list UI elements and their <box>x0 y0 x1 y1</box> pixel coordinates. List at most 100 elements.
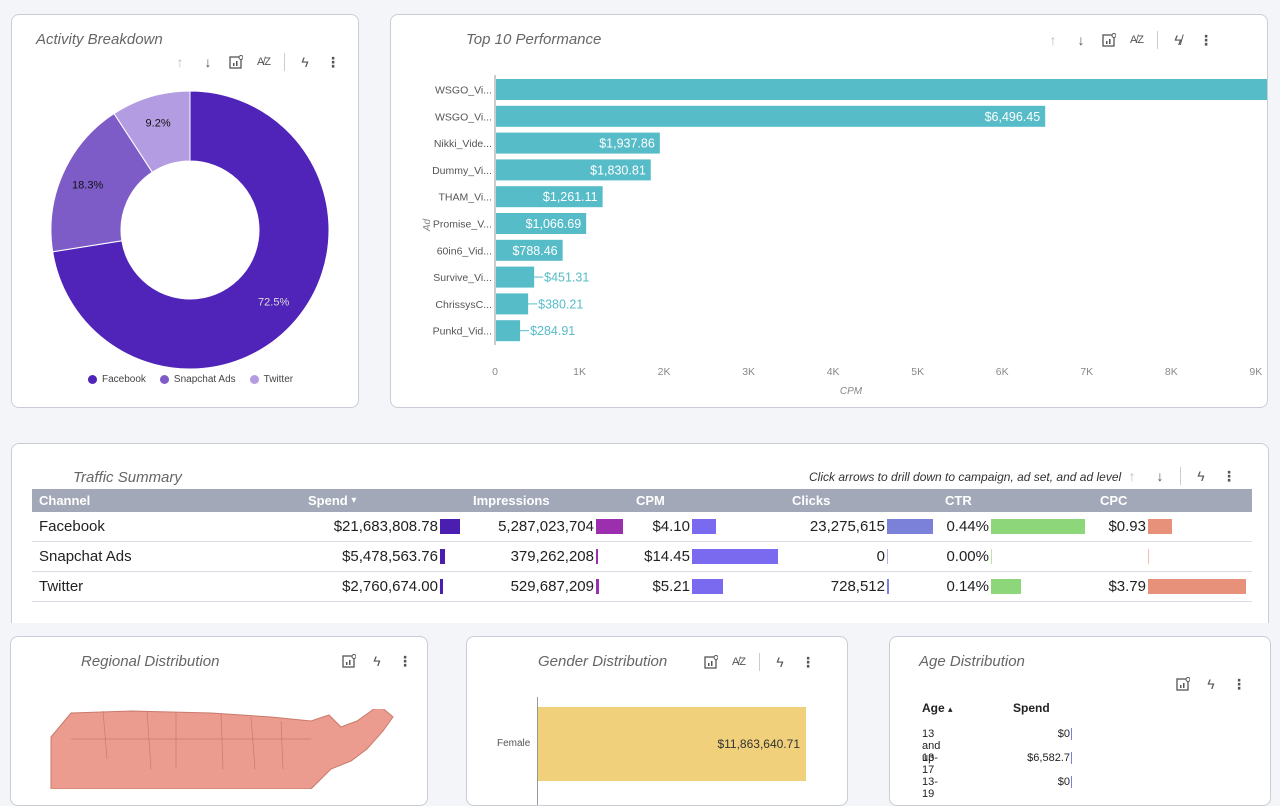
more-menu-icon[interactable]: ⋮ <box>326 53 340 70</box>
top10-value-label: $788.46 <box>512 244 557 258</box>
donut-slice-facebook[interactable] <box>52 90 330 370</box>
top10-bar[interactable] <box>496 105 1046 127</box>
spend-cell: $5,478,563.76 <box>342 548 438 565</box>
top10-value-label: $1,937.86 <box>599 137 655 151</box>
chart-settings-icon[interactable] <box>228 54 244 70</box>
traffic-table-row[interactable]: Snapchat Ads $5,478,563.76 379,262,208 $14.… <box>32 542 1252 572</box>
traffic-table: Channel Spend ▾ Impressions CPM Clicks C… <box>32 489 1252 602</box>
x-tick-label: 4K <box>827 366 840 378</box>
toolbar-divider <box>1180 467 1181 485</box>
top10-bar[interactable] <box>496 186 603 208</box>
ctr-databar <box>991 579 1021 594</box>
col-channel-header[interactable]: Channel <box>39 493 91 508</box>
top10-bar[interactable] <box>496 266 535 288</box>
sort-az-icon[interactable]: A̸Z <box>1129 34 1145 46</box>
col-age-header[interactable]: Age ▴ <box>922 701 953 715</box>
legend-dot <box>249 375 259 384</box>
top10-bar[interactable] <box>496 293 529 315</box>
top10-bar[interactable] <box>496 159 651 181</box>
col-ctr-header[interactable]: CTR <box>945 493 972 508</box>
chart-settings-icon[interactable] <box>1175 676 1191 692</box>
traffic-table-row[interactable]: Facebook $21,683,808.78 5,287,023,704 $4.10… <box>32 512 1252 542</box>
top10-value-label: $1,066.69 <box>526 217 582 231</box>
impressions-databar <box>596 519 623 534</box>
cpm-databar <box>692 579 723 594</box>
top10-bar[interactable] <box>496 79 1268 100</box>
age-cell: 13 and up <box>922 728 941 764</box>
col-clicks-header[interactable]: Clicks <box>792 493 831 508</box>
donut-slice-snapchat-ads[interactable] <box>50 112 153 253</box>
lightning-icon[interactable]: ϟ <box>1207 676 1215 692</box>
chart-settings-icon[interactable] <box>703 654 719 670</box>
more-menu-icon[interactable]: ⋮ <box>1199 31 1213 48</box>
sort-desc-icon: ▾ <box>351 495 357 506</box>
spend-cell: $2,760,674.00 <box>342 578 438 595</box>
arrow-up-icon[interactable]: ↑ <box>1049 32 1057 48</box>
gender-title: Gender Distribution <box>538 653 668 670</box>
top10-bar[interactable] <box>496 132 660 154</box>
more-menu-icon[interactable]: ⋮ <box>1232 675 1246 692</box>
age-cell: 13-17 <box>922 752 938 776</box>
chart-settings-icon[interactable] <box>1101 32 1117 48</box>
legend-item-snapchat-ads[interactable]: Snapchat Ads <box>159 374 236 385</box>
y-axis-label: Ad <box>422 218 433 232</box>
col-cpm-header[interactable]: CPM <box>636 493 665 508</box>
top10-bar[interactable] <box>496 213 587 234</box>
activity-legend: Facebook Snapchat Ads Twitter <box>88 371 307 389</box>
col-spend-header[interactable]: Spend <box>1013 701 1050 715</box>
legend-item-twitter[interactable]: Twitter <box>249 374 293 385</box>
activity-breakdown-card: Activity Breakdown ↑ ↓ A̸Z ϟ ⋮ 72.5% 18.3… <box>11 14 359 408</box>
chart-settings-icon[interactable] <box>341 653 357 669</box>
arrow-up-icon[interactable]: ↑ <box>176 54 184 70</box>
channel-cell: Snapchat Ads <box>39 548 132 565</box>
lightning-icon[interactable]: ϟ <box>776 654 784 670</box>
donut-slice-label: 18.3% <box>72 180 103 192</box>
gender-bar-value: $11,863,640.71 <box>717 737 800 751</box>
col-impressions-header[interactable]: Impressions <box>473 493 550 508</box>
arrow-down-icon[interactable]: ↓ <box>204 54 212 70</box>
us-map-borders <box>71 710 311 770</box>
donut-slice-twitter[interactable] <box>113 90 191 173</box>
gender-bar-female[interactable]: $11,863,640.71 <box>538 707 806 781</box>
legend-label: Snapchat Ads <box>173 374 236 385</box>
x-tick-label: 2K <box>658 366 671 378</box>
clicks-databar <box>887 579 889 594</box>
ctr-cell: 0.44% <box>946 518 989 535</box>
impressions-databar <box>596 549 598 564</box>
age-spend-databar <box>1071 752 1072 764</box>
us-map[interactable] <box>11 709 428 789</box>
col-spend-header[interactable]: Spend ▾ <box>308 489 356 512</box>
more-menu-icon[interactable]: ⋮ <box>1222 467 1236 484</box>
traffic-table-row[interactable]: Twitter $2,760,674.00 529,687,209 $5.21 728,… <box>32 572 1252 602</box>
clicks-cell: 23,275,615 <box>809 518 885 535</box>
top10-category-label: 60in6_Vid... <box>437 245 492 257</box>
sort-az-icon[interactable]: A̸Z <box>256 56 272 68</box>
top10-category-label: Punkd_Vid... <box>433 326 492 338</box>
top10-bar[interactable] <box>496 239 563 261</box>
lightning-icon[interactable]: ϟ <box>301 54 309 70</box>
col-cpc-header[interactable]: CPC <box>1100 493 1128 508</box>
lightning-icon[interactable]: ϟ <box>1197 468 1205 484</box>
lightning-off-icon[interactable]: ϟ̸ <box>1174 32 1182 48</box>
channel-cell: Facebook <box>39 518 105 535</box>
ctr-databar <box>991 549 992 564</box>
sort-az-icon[interactable]: A̸Z <box>731 656 747 668</box>
arrow-down-icon[interactable]: ↓ <box>1156 468 1164 484</box>
col-age-label: Age <box>922 701 945 715</box>
gender-category-label: Female <box>497 738 531 749</box>
top10-bar[interactable] <box>496 320 521 342</box>
arrow-up-icon[interactable]: ↑ <box>1128 468 1136 484</box>
top10-category-label: Survive_Vi... <box>433 272 492 284</box>
top10-value-label: $1,261.11 <box>543 190 598 204</box>
legend-item-facebook[interactable]: Facebook <box>88 374 146 385</box>
top10-title: Top 10 Performance <box>466 31 602 48</box>
impressions-cell: 379,262,208 <box>510 548 594 565</box>
traffic-table-body: Facebook $21,683,808.78 5,287,023,704 $4.10… <box>32 512 1252 602</box>
x-tick-label: 5K <box>911 366 924 378</box>
lightning-icon[interactable]: ϟ <box>373 653 381 669</box>
x-tick-label: 9K <box>1249 366 1262 378</box>
more-menu-icon[interactable]: ⋮ <box>801 653 815 670</box>
more-menu-icon[interactable]: ⋮ <box>398 652 412 669</box>
arrow-down-icon[interactable]: ↓ <box>1077 32 1085 48</box>
col-spend-label: Spend <box>308 493 348 508</box>
